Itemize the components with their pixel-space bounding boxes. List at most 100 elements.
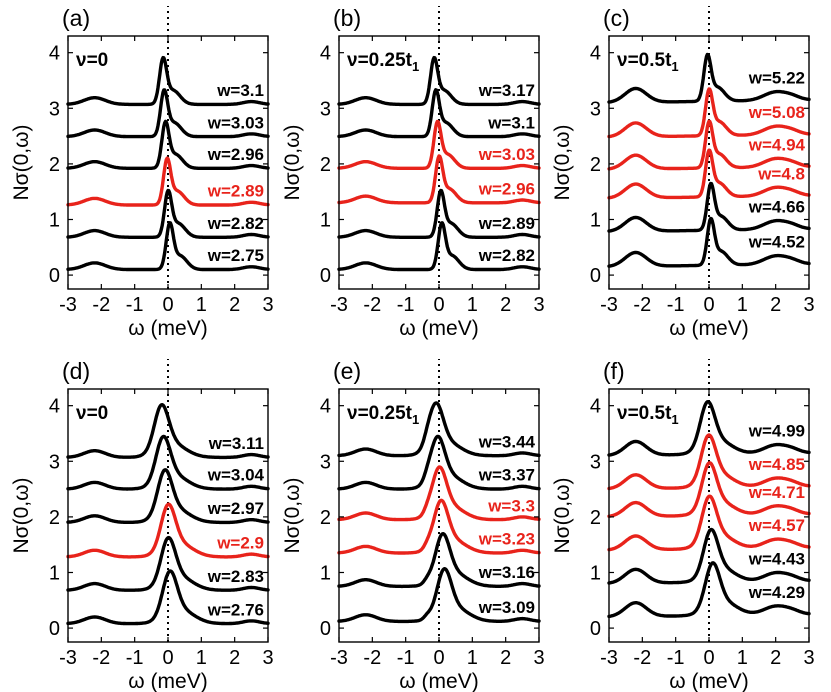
panel-label: (d)	[62, 358, 90, 384]
series-line-5	[66, 188, 270, 239]
series-label: w=3.09	[478, 598, 535, 617]
y-axis-label: Nσ(0,ω)	[281, 477, 304, 553]
series-label: w=3.16	[478, 563, 535, 582]
series-line-1	[66, 403, 270, 460]
x-tick-label: 1	[467, 294, 478, 316]
y-tick-label: 4	[320, 43, 331, 65]
x-axis-label: ω (meV)	[399, 670, 478, 692]
y-tick-label: 3	[320, 98, 331, 120]
panel-label: (f)	[603, 358, 625, 384]
y-tick-label: 0	[590, 618, 601, 640]
series-line-6	[337, 221, 541, 272]
x-tick-label: -2	[633, 294, 651, 316]
series-line-2	[66, 434, 270, 491]
y-tick-label: 0	[49, 265, 60, 287]
series-label: w=2.96	[207, 145, 264, 164]
series-line-2	[337, 88, 541, 139]
x-axis-label: ω (meV)	[128, 670, 207, 692]
series-line-1	[337, 401, 541, 458]
y-tick-label: 3	[49, 451, 60, 473]
series-line-2	[337, 434, 541, 491]
series-label: w=3.3	[487, 496, 535, 515]
series-line-2	[607, 433, 811, 491]
series-label: w=2.75	[207, 246, 264, 265]
y-tick-label: 0	[590, 265, 601, 287]
x-tick-label: 1	[737, 647, 748, 669]
series-label: w=2.9	[216, 534, 264, 553]
x-tick-label: 3	[533, 294, 544, 316]
series-line-3	[607, 461, 811, 518]
y-tick-label: 1	[590, 562, 601, 584]
nu-value: ν=0.5t	[617, 403, 672, 424]
series-line-4	[66, 156, 270, 207]
series-label: w=2.97	[207, 499, 264, 518]
series-label: w=3.44	[478, 432, 536, 451]
x-tick-label: 3	[533, 647, 544, 669]
series-line-2	[66, 88, 270, 139]
nu-value: ν=0	[76, 50, 108, 71]
panel-label: (e)	[333, 358, 361, 384]
series-line-5	[337, 532, 541, 589]
y-tick-label: 1	[320, 209, 331, 231]
x-tick-label: 2	[500, 294, 511, 316]
series-line-3	[66, 468, 270, 525]
x-tick-label: -1	[126, 647, 144, 669]
series-label: w=2.89	[478, 214, 535, 233]
series-line-6	[66, 221, 270, 272]
x-tick-label: 0	[433, 647, 444, 669]
series-line-1	[337, 55, 541, 107]
series-label: w=5.22	[748, 69, 805, 88]
series-line-2	[607, 87, 811, 139]
nu-label: ν=0	[76, 50, 108, 71]
y-tick-label: 1	[49, 562, 60, 584]
panel-label: (b)	[333, 5, 361, 31]
series-label: w=4.29	[748, 583, 805, 602]
x-tick-label: -2	[633, 647, 651, 669]
series-line-3	[607, 119, 811, 171]
x-tick-label: -1	[397, 294, 415, 316]
panel-label: (c)	[603, 5, 630, 31]
series-line-4	[607, 148, 811, 200]
y-tick-label: 2	[320, 507, 331, 529]
y-tick-label: 2	[49, 507, 60, 529]
series-label: w=2.96	[478, 179, 535, 198]
x-tick-label: -3	[330, 294, 348, 316]
series-line-5	[66, 535, 270, 592]
x-axis-label: ω (meV)	[669, 670, 748, 692]
series-line-3	[337, 465, 541, 522]
x-tick-label: -2	[92, 647, 110, 669]
y-tick-label: 4	[590, 396, 601, 418]
x-tick-label: -2	[363, 294, 381, 316]
x-tick-label: -2	[92, 294, 110, 316]
y-axis-label: Nσ(0,ω)	[281, 124, 304, 200]
series-line-6	[607, 561, 811, 619]
series-line-4	[66, 502, 270, 559]
y-axis-label: Nσ(0,ω)	[551, 477, 574, 553]
x-axis-label: ω (meV)	[669, 317, 748, 340]
series-line-1	[607, 52, 811, 104]
y-tick-label: 4	[590, 43, 601, 65]
nu-label: ν=0.25t1	[347, 403, 419, 427]
series-label: w=5.08	[748, 103, 805, 122]
nu-label: ν=0	[76, 403, 108, 424]
series-label: w=4.85	[748, 455, 805, 474]
series-label: w=4.99	[748, 422, 805, 441]
nu-subscript: 1	[412, 59, 419, 74]
nu-label: ν=0.5t1	[617, 403, 679, 427]
nu-label: ν=0.25t1	[347, 50, 419, 74]
x-tick-label: 0	[703, 294, 714, 316]
x-axis-label: ω (meV)	[399, 317, 478, 340]
y-tick-label: 2	[590, 154, 601, 176]
nu-value: ν=0	[76, 403, 108, 424]
series-line-1	[66, 55, 270, 107]
series-line-6	[66, 569, 270, 626]
x-tick-label: 0	[433, 294, 444, 316]
series-label: w=4.43	[748, 550, 805, 569]
x-tick-label: -1	[126, 294, 144, 316]
series-label: w=2.82	[207, 214, 264, 233]
series-label: w=3.11	[208, 434, 264, 453]
